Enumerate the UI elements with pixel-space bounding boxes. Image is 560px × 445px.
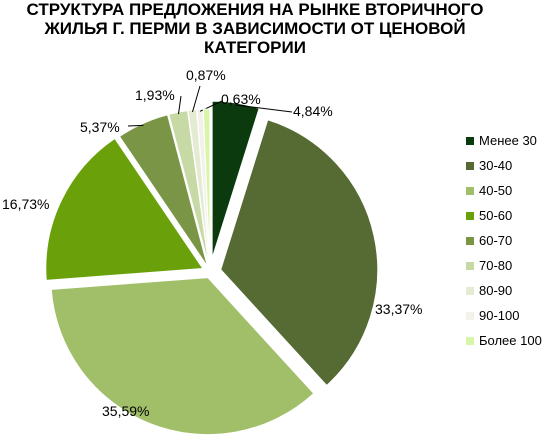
pie-slice-4 [45, 137, 204, 281]
legend-label: Более 100 [479, 333, 542, 348]
pie-slice-6 [168, 110, 210, 267]
pie-slice-2 [220, 119, 379, 387]
legend-swatch [466, 287, 474, 295]
legend-label: Менее 30 [479, 133, 537, 148]
chart-title-line-3: КАТЕГОРИИ [204, 38, 306, 57]
pie-slice-9 [202, 108, 211, 267]
legend-swatch [466, 237, 474, 245]
legend-label: 50-60 [479, 208, 513, 223]
leader-line-1 [235, 104, 293, 113]
data-label-8: 0,63% [221, 91, 261, 107]
data-label-5: 5,37% [80, 119, 120, 135]
chart-title: СТРУКТУРА ПРЕДЛОЖЕНИЯ НА РЫНКЕ ВТОРИЧНОГ… [0, 0, 510, 57]
data-label-3: 35,59% [102, 403, 149, 419]
leader-line-6 [177, 95, 182, 115]
legend-swatch [466, 187, 474, 195]
leader-line-7 [192, 85, 201, 113]
legend-swatch [466, 337, 474, 345]
legend-swatch [466, 162, 474, 170]
legend-label: 80-90 [479, 283, 513, 298]
data-label-4: 16,73% [2, 196, 49, 212]
legend-swatch [466, 137, 474, 145]
data-label-7: 0,87% [186, 67, 226, 83]
legend-swatch [466, 262, 474, 270]
chart-title-line-1: СТРУКТУРА ПРЕДЛОЖЕНИЯ НА РЫНКЕ ВТОРИЧНОГ… [26, 0, 484, 19]
legend-label: 70-80 [479, 258, 513, 273]
data-label-6: 1,93% [135, 87, 175, 103]
pie-slice-3 [50, 277, 315, 436]
legend-label: 90-100 [479, 308, 520, 323]
data-label-2: 33,37% [375, 301, 422, 317]
legend-swatch [466, 212, 474, 220]
chart-title-line-2: ЖИЛЬЯ Г. ПЕРМИ В ЗАВИСИМОСТИ ОТ ЦЕНОВОЙ [44, 19, 466, 38]
legend-label: 60-70 [479, 233, 513, 248]
pie-slice-5 [118, 114, 209, 267]
leader-line-5 [127, 124, 144, 127]
data-label-1: 4,84% [293, 103, 333, 119]
legend-label: 40-50 [479, 183, 513, 198]
legend-label: 30-40 [479, 158, 513, 173]
legend-swatch [466, 312, 474, 320]
